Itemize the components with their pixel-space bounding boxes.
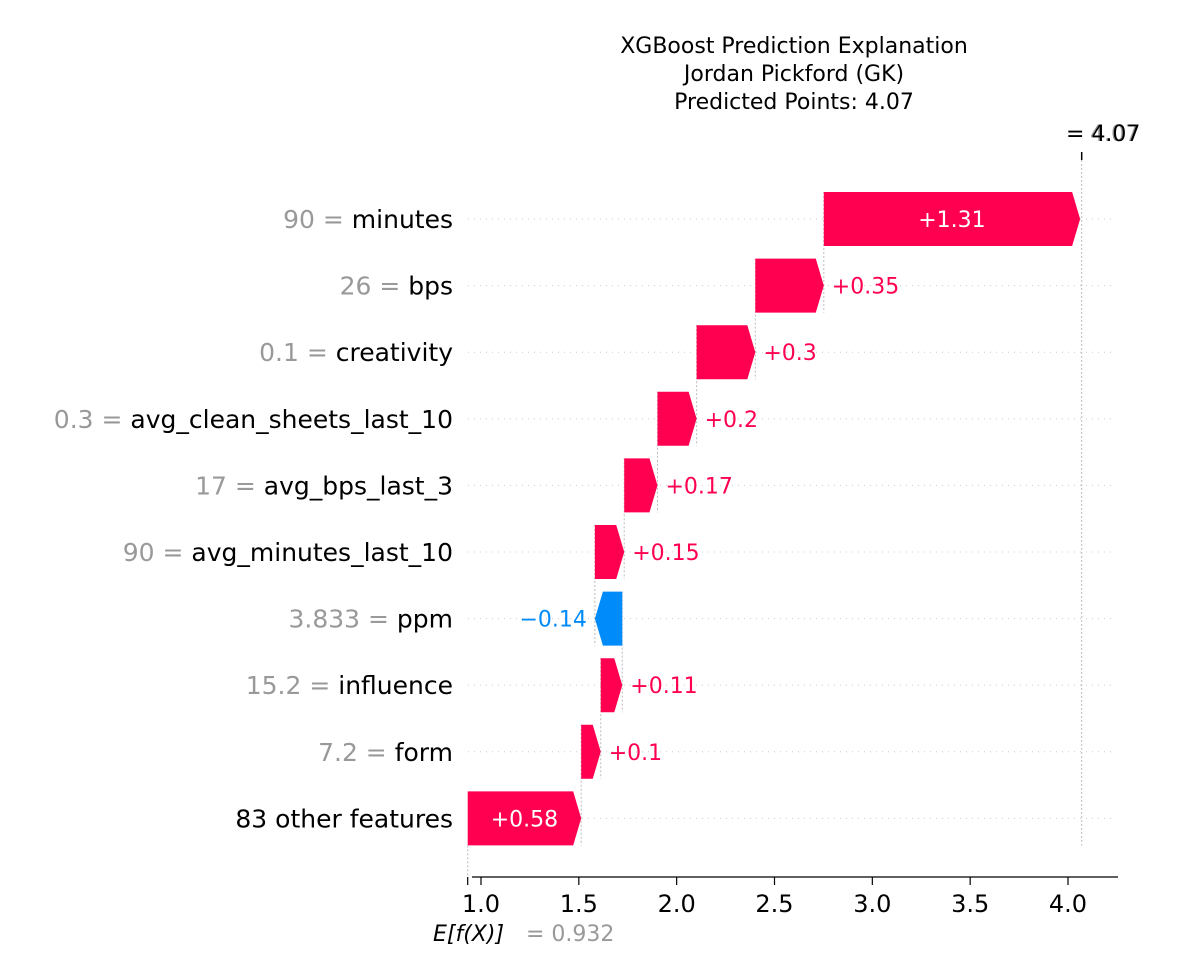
row-guides — [468, 218, 1116, 819]
base-value-text: = 0.932 — [526, 922, 614, 947]
positive-bar — [755, 258, 824, 313]
feature-value: 90 = — [123, 538, 192, 567]
base-value-label: E[f(X)] — [433, 922, 504, 947]
final-value-secondary: 4.07 — [1090, 122, 1139, 147]
positive-bar — [581, 724, 601, 779]
feature-name: form — [395, 738, 453, 767]
bar-value-label: +0.17 — [665, 474, 732, 499]
positive-bar — [624, 458, 658, 513]
feature-value: 15.2 = — [246, 671, 339, 700]
feature-value: 0.1 = — [259, 338, 336, 367]
feature-label: 0.3 = avg_clean_sheets_last_10 — [54, 405, 453, 434]
positive-bar — [594, 525, 625, 579]
feature-labels: 90 = minutes 26 = bps 0.1 = creativity 0.3 … — [54, 205, 453, 833]
final-value-annotation: 4.07 = 4.07 — [1066, 122, 1140, 147]
final-value-number: 4.07 — [1091, 122, 1140, 147]
x-tick-label: 3.5 — [951, 890, 989, 918]
bar-value-label: −0.14 — [519, 608, 586, 633]
feature-value: 3.833 = — [288, 605, 396, 634]
feature-name: bps — [408, 272, 453, 301]
positive-bar — [696, 325, 756, 380]
positive-bar — [600, 658, 623, 713]
feature-value: 7.2 = — [318, 738, 395, 767]
feature-name: avg_clean_sheets_last_10 — [130, 405, 453, 434]
positive-bar — [823, 192, 1081, 246]
bar-value-label: +0.1 — [609, 741, 662, 766]
bar-value-label: +0.3 — [763, 341, 816, 366]
feature-value: 90 = — [283, 205, 352, 234]
bar-value-label: +0.58 — [491, 807, 558, 832]
feature-label: 0.1 = creativity — [259, 338, 453, 367]
contribution-bars: +1.31 +0.35 +0.3 +0.2 +0.17 +0.15 −0.14 +0.11 +0… — [467, 192, 1081, 846]
x-tick-label: 2.5 — [755, 890, 793, 918]
feature-value: 17 = — [195, 471, 264, 500]
feature-name: influence — [338, 671, 453, 700]
feature-name: avg_minutes_last_10 — [191, 538, 453, 567]
bar-value-label: +0.11 — [630, 674, 697, 699]
feature-name: creativity — [336, 338, 453, 367]
feature-label: 7.2 = form — [318, 738, 453, 767]
feature-value: 26 = — [340, 272, 409, 301]
feature-label: 3.833 = ppm — [288, 605, 453, 634]
final-value-equals: = — [1066, 122, 1091, 147]
chart-title-line-1: XGBoost Prediction Explanation — [620, 34, 968, 59]
negative-bar — [594, 591, 623, 646]
x-tick-label: 4.0 — [1049, 890, 1087, 918]
feature-label: 83 other features — [235, 804, 453, 833]
x-tick-label: 1.0 — [462, 890, 500, 918]
bar-value-label: +0.2 — [705, 408, 758, 433]
feature-name: 83 other features — [235, 804, 453, 833]
final-value-text: = 4.07 — [1066, 122, 1140, 147]
feature-label: 90 = avg_minutes_last_10 — [123, 538, 453, 567]
feature-label: 26 = bps — [340, 272, 453, 301]
feature-name: minutes — [352, 205, 453, 234]
bar-value-label: +1.31 — [918, 208, 985, 233]
x-tick-label: 2.0 — [658, 890, 696, 918]
chart-title-line-3: Predicted Points: 4.07 — [674, 90, 914, 115]
x-tick-label: 3.0 — [853, 890, 891, 918]
base-value-annotation: E[f(X)] = 0.932 — [433, 922, 614, 947]
bar-value-label: +0.35 — [832, 275, 899, 300]
x-tick-label: 1.5 — [560, 890, 598, 918]
feature-name: ppm — [397, 605, 453, 634]
positive-bar — [657, 391, 697, 446]
bar-value-label: +0.15 — [632, 541, 699, 566]
x-axis: 1.0 1.5 2.0 2.5 3.0 3.5 4.0 — [462, 876, 1118, 918]
chart-title: XGBoost Prediction Explanation Jordan Pi… — [620, 34, 968, 115]
positive-bar — [467, 791, 582, 846]
feature-label: 15.2 = influence — [246, 671, 453, 700]
chart-title-line-2: Jordan Pickford (GK) — [682, 62, 904, 87]
feature-label: 17 = avg_bps_last_3 — [195, 471, 453, 500]
feature-name: avg_bps_last_3 — [264, 471, 453, 500]
feature-label: 90 = minutes — [283, 205, 453, 234]
feature-value: 0.3 = — [54, 405, 131, 434]
